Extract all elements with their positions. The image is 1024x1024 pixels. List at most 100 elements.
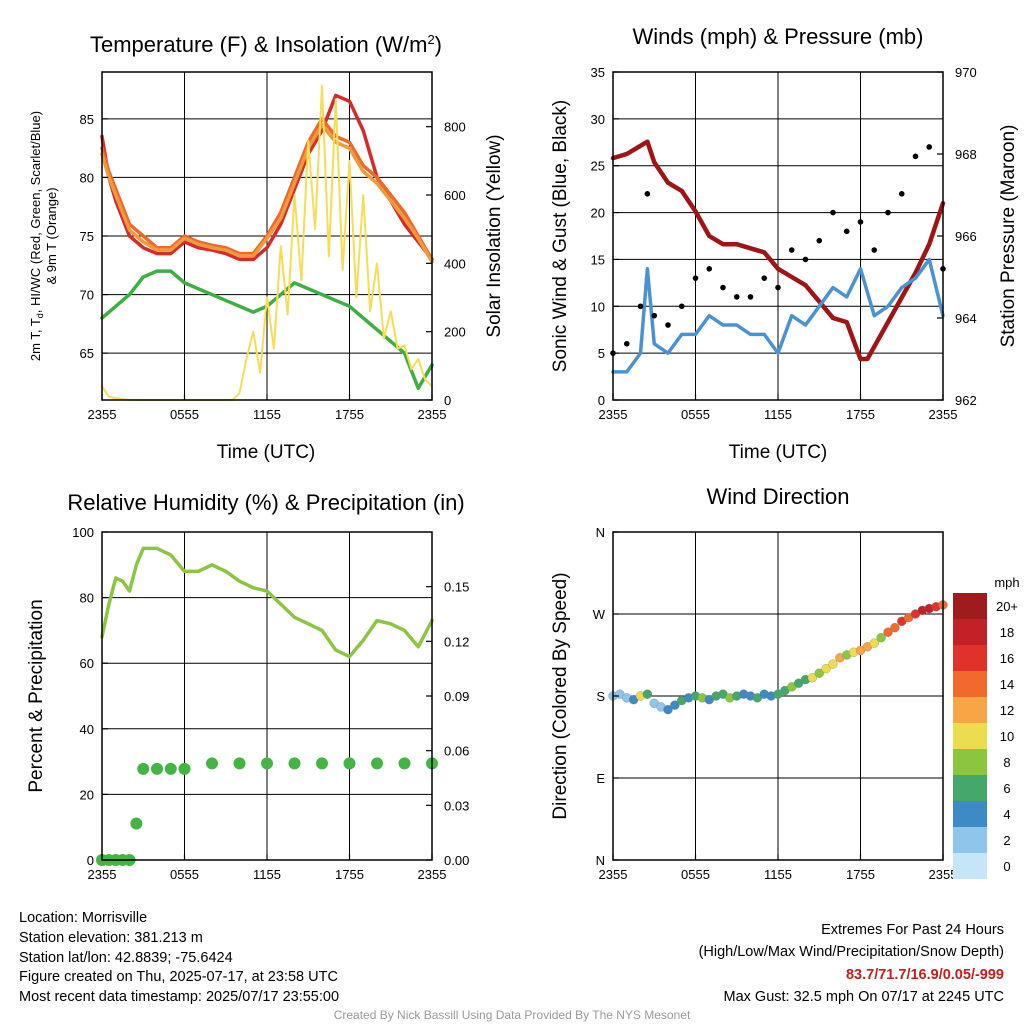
colorbar-swatch [953, 775, 987, 801]
gust-point [747, 294, 754, 300]
gust-point [733, 294, 740, 300]
winds-ytick-label: 10 [591, 299, 605, 314]
colorbar-swatch [953, 723, 987, 749]
humidity-panel: Relative Humidity (%) & Precipitation (i… [26, 490, 469, 882]
gust-point [720, 284, 726, 291]
direction-point [807, 673, 818, 683]
winds-y2tick-label: 962 [955, 393, 977, 408]
temperature-xlabel: Time (UTC) [217, 442, 316, 463]
extremes-title: Extremes For Past 24 Hours [821, 922, 1004, 938]
winds-ytick-label: 0 [598, 393, 605, 408]
temperature-ytick-label: 65 [80, 346, 94, 361]
humidity-ytick-label: 0 [87, 853, 94, 868]
winds-ytick-label: 15 [591, 252, 605, 267]
winds-y2tick-label: 964 [955, 311, 977, 326]
winds-ytick-label: 20 [591, 206, 605, 221]
winds-ticks: 2355 0555 1155 1755 235505101520253035962964… [591, 65, 977, 422]
winds-ytick-label: 30 [591, 112, 605, 127]
gust-point [706, 266, 713, 272]
gust-point [637, 303, 644, 310]
winds-series [610, 139, 946, 374]
temperature-y2tick-label: 200 [444, 325, 466, 340]
humidity-xtick-label: 2355 [88, 867, 117, 882]
gust-point [926, 144, 933, 150]
gust-point [857, 219, 864, 225]
colorbar-swatch [953, 827, 987, 853]
precip-point [151, 762, 163, 775]
direction-point [883, 627, 893, 637]
precip-point [206, 757, 218, 770]
humidity-xtick-label: 0555 [170, 867, 199, 882]
colorbar-label: 16 [1000, 651, 1014, 666]
gust-point [816, 237, 823, 244]
temperature-y2tick-label: 800 [444, 120, 466, 135]
winds-xtick-label: 1755 [846, 407, 875, 422]
direction-point [670, 700, 680, 710]
direction-xtick-label: 1755 [846, 867, 875, 882]
winds-y2tick-label: 968 [955, 147, 977, 162]
credit-line: Created By Nick Bassill Using Data Provi… [334, 1008, 691, 1022]
direction-point [890, 623, 900, 633]
temperature-ytick-label: 70 [80, 288, 94, 303]
direction-ytick-label: E [596, 771, 605, 786]
footer-location: Location: Morrisville [19, 910, 147, 926]
direction-point [876, 633, 886, 643]
gust-point [802, 256, 809, 263]
gust-point [775, 284, 781, 291]
precip-point [137, 762, 150, 775]
humidity-xtick-label: 2355 [418, 867, 447, 882]
colorbar-label: 4 [1003, 807, 1010, 822]
humidity-y2tick-label: 0.03 [444, 798, 469, 813]
precip-point [288, 757, 301, 770]
humidity-ticks: 2355 0555 1155 1755 23550204060801000.000.03… [72, 525, 469, 882]
humidity-ylabel: Percent & Precipitation [26, 599, 47, 792]
extremes-values: 83.7/71.7/16.9/0.05/-999 [846, 967, 1004, 983]
temperature-ylabel-line2: & 9m T (Orange) [44, 187, 59, 284]
direction-point [869, 638, 879, 648]
colorbar-label: 14 [1000, 677, 1014, 692]
winds-panel: Winds (mph) & Pressure (mb) 2355 0555 1155… [550, 24, 1019, 463]
winds-xtick-label: 1155 [764, 407, 792, 422]
colorbar-swatch [953, 619, 987, 645]
colorbar-swatch [953, 593, 987, 619]
relative-humidity-line [100, 546, 434, 659]
gust-point [692, 275, 699, 281]
direction-point [642, 689, 653, 699]
gust-point [912, 153, 919, 160]
temperature-y2label: Solar Insolation (Yellow) [484, 134, 505, 337]
humidity-xtick-label: 1155 [253, 867, 281, 882]
humidity-ytick-label: 40 [80, 722, 94, 737]
colorbar-label: 20+ [996, 599, 1018, 614]
winds-xtick-label: 2355 [599, 407, 628, 422]
direction-xtick-label: 0555 [681, 867, 710, 882]
footer-recent: Most recent data timestamp: 2025/07/17 2… [19, 989, 339, 1005]
gust-point [761, 275, 768, 281]
winds-ytick-label: 5 [598, 346, 605, 361]
temperature-ytick-label: 85 [80, 112, 94, 127]
humidity-y2tick-label: 0.15 [444, 580, 469, 595]
humidity-y2tick-label: 0.09 [444, 689, 469, 704]
temperature-xtick-label: 2355 [88, 407, 117, 422]
direction-ytick-label: S [596, 689, 605, 704]
winds-ylabel: Sonic Wind & Gust (Blue, Black) [550, 100, 571, 372]
humidity-xtick-label: 1755 [335, 867, 364, 882]
gust-point [871, 247, 878, 253]
precip-point [371, 757, 383, 770]
temperature-y2tick-label: 600 [444, 188, 466, 203]
humidity-ytick-label: 60 [80, 656, 94, 671]
temperature-series [100, 84, 434, 401]
direction-panel-title: Wind Direction [706, 484, 849, 509]
humidity-ytick-label: 20 [80, 787, 94, 802]
winds-xtick-label: 0555 [681, 407, 710, 422]
precip-point [316, 757, 328, 770]
colorbar-swatch [953, 671, 987, 697]
colorbar-label: 0 [1003, 859, 1010, 874]
humidity-ytick-label: 80 [80, 591, 94, 606]
winds-xtick-label: 2355 [929, 407, 958, 422]
temperature-y2tick-label: 400 [444, 256, 466, 271]
winds-panel-title: Winds (mph) & Pressure (mb) [633, 24, 924, 49]
direction-xtick-label: 2355 [929, 867, 958, 882]
colorbar-label: 10 [1000, 729, 1014, 744]
temperature-xtick-label: 1755 [335, 407, 364, 422]
